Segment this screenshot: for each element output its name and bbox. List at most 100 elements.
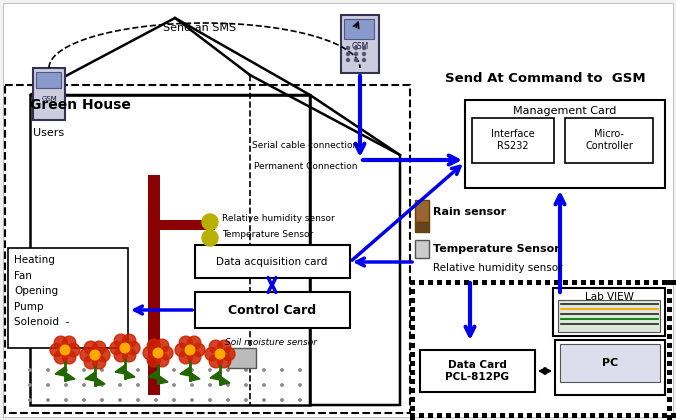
Bar [195, 245, 350, 278]
Polygon shape [148, 370, 158, 379]
Circle shape [160, 346, 173, 360]
Bar [662, 280, 667, 285]
Circle shape [191, 369, 193, 371]
Circle shape [54, 351, 68, 364]
Circle shape [209, 369, 211, 371]
Bar [565, 118, 653, 163]
Circle shape [362, 47, 366, 50]
Bar [410, 415, 415, 420]
Circle shape [263, 369, 265, 371]
Bar [554, 280, 559, 285]
Bar [563, 280, 568, 285]
Bar [228, 348, 256, 368]
Circle shape [155, 339, 169, 352]
Text: Temperature Sensor: Temperature Sensor [433, 244, 560, 254]
Circle shape [47, 369, 49, 371]
Text: Serial cable connection: Serial cable connection [251, 141, 358, 150]
Text: Soil moisture sensor: Soil moisture sensor [225, 338, 317, 347]
Circle shape [192, 344, 205, 357]
Circle shape [191, 399, 193, 401]
Circle shape [175, 344, 188, 357]
Bar [581, 280, 586, 285]
Circle shape [347, 52, 349, 55]
Circle shape [63, 351, 76, 364]
Bar [148, 220, 215, 230]
Bar [653, 413, 658, 418]
Circle shape [82, 369, 85, 371]
Bar [599, 280, 604, 285]
Bar [608, 413, 613, 418]
Polygon shape [65, 372, 75, 381]
Bar [410, 361, 415, 366]
Bar [437, 413, 442, 418]
Circle shape [29, 384, 31, 386]
Circle shape [143, 346, 156, 360]
Bar [446, 413, 451, 418]
Circle shape [47, 399, 49, 401]
Text: PC: PC [602, 358, 618, 368]
Circle shape [227, 384, 229, 386]
Bar [465, 100, 665, 188]
Bar [667, 289, 672, 294]
Bar [667, 343, 672, 348]
Bar [527, 280, 532, 285]
Bar [410, 280, 415, 285]
Circle shape [137, 384, 139, 386]
Circle shape [155, 384, 158, 386]
Bar [667, 397, 672, 402]
Circle shape [179, 351, 193, 364]
Polygon shape [125, 370, 135, 379]
Circle shape [80, 349, 93, 362]
Bar [410, 397, 415, 402]
Bar [36, 72, 61, 88]
Polygon shape [180, 367, 190, 376]
Bar [560, 344, 660, 382]
Polygon shape [210, 371, 220, 380]
Bar [415, 240, 429, 258]
Circle shape [93, 356, 106, 369]
Polygon shape [95, 377, 105, 386]
Text: Rain sensor: Rain sensor [433, 207, 506, 217]
Bar [667, 352, 672, 357]
Text: GSM: GSM [41, 96, 57, 102]
Text: Relative humidity sensor: Relative humidity sensor [222, 213, 335, 223]
Text: Green House: Green House [30, 98, 131, 112]
Circle shape [227, 399, 229, 401]
Bar [455, 280, 460, 285]
Bar [572, 280, 577, 285]
Circle shape [147, 354, 160, 367]
Circle shape [110, 341, 123, 354]
Circle shape [84, 341, 97, 354]
Circle shape [120, 343, 130, 353]
Bar [617, 280, 622, 285]
Bar [410, 289, 415, 294]
Bar [536, 413, 541, 418]
Bar [558, 300, 660, 332]
Bar [653, 280, 658, 285]
Bar [553, 288, 665, 336]
Polygon shape [158, 375, 168, 384]
Bar [608, 280, 613, 285]
Bar [341, 15, 379, 73]
Text: Lab VIEW: Lab VIEW [585, 292, 633, 302]
Circle shape [299, 399, 301, 401]
Bar [667, 280, 672, 285]
Circle shape [84, 356, 97, 369]
Circle shape [347, 58, 349, 61]
Circle shape [202, 214, 218, 230]
Circle shape [153, 348, 163, 358]
Circle shape [218, 354, 231, 368]
Bar [635, 280, 640, 285]
Text: Data Card
PCL-812PG: Data Card PCL-812PG [445, 360, 509, 382]
Bar [671, 413, 676, 418]
Circle shape [50, 344, 63, 357]
Circle shape [127, 341, 140, 354]
Circle shape [119, 369, 121, 371]
Circle shape [155, 399, 158, 401]
Circle shape [227, 369, 229, 371]
Bar [662, 413, 667, 418]
Bar [195, 292, 350, 328]
Circle shape [122, 349, 136, 362]
Circle shape [82, 399, 85, 401]
Text: Data acquisition card: Data acquisition card [216, 257, 328, 267]
